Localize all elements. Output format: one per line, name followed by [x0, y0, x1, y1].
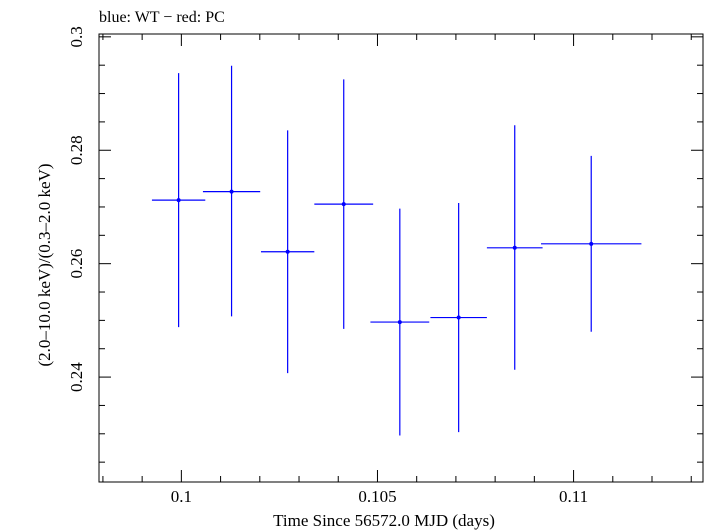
y-tick-label: 0.24 [67, 362, 86, 392]
data-point [486, 125, 543, 370]
y-tick-label: 0.3 [67, 26, 86, 47]
point-marker [176, 198, 181, 203]
point-marker [589, 241, 594, 246]
axis-ticks [99, 34, 703, 482]
point-marker [341, 202, 346, 207]
point-marker [285, 249, 290, 254]
chart-title: blue: WT − red: PC [99, 9, 225, 26]
point-marker [512, 245, 517, 250]
point-marker [456, 315, 461, 320]
data-points [151, 65, 642, 436]
point-marker [229, 189, 234, 194]
data-point [370, 208, 430, 436]
axis-tick-labels: 0.1 0.105 0.11 0.24 0.26 0.28 0.3 [67, 26, 588, 506]
x-axis-label: Time Since 56572.0 MJD (days) [273, 511, 495, 530]
x-tick-label: 0.1 [171, 487, 192, 506]
x-tick-label: 0.105 [358, 487, 396, 506]
data-point [260, 130, 315, 374]
y-axis-label: (2.0–10.0 keV)/(0.3–2.0 keV) [35, 163, 54, 366]
y-tick-label: 0.26 [67, 249, 86, 279]
y-tick-label: 0.28 [67, 135, 86, 165]
data-point [430, 202, 487, 433]
data-point [314, 79, 374, 329]
x-tick-label: 0.11 [559, 487, 588, 506]
point-marker [397, 320, 402, 325]
data-point [541, 155, 642, 332]
plot-frame [98, 33, 704, 483]
data-point [151, 73, 206, 328]
data-point [202, 65, 261, 317]
